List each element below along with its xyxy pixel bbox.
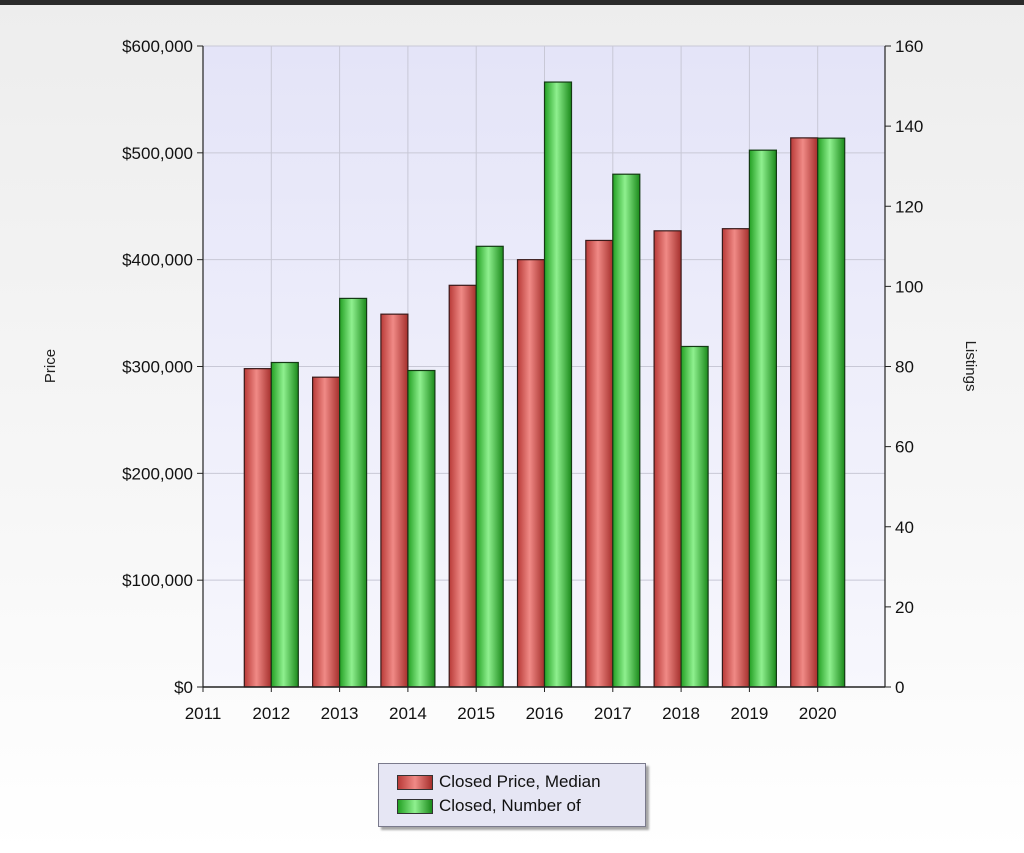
legend-label-price: Closed Price, Median: [439, 772, 601, 791]
y-tick-label-right: 40: [895, 518, 914, 537]
bar-closed-number-of: [270, 361, 299, 688]
y-axis-title-right: Listings: [962, 341, 979, 392]
x-tick-label: 2020: [799, 704, 837, 723]
bar-closed-price-median: [448, 284, 477, 688]
y-tick-label-left: $600,000: [122, 37, 193, 56]
bar-closed-number-of: [748, 149, 778, 688]
bar-closed-price-median: [380, 313, 409, 688]
y-tick-label-right: 140: [895, 117, 923, 136]
x-tick-label: 2012: [252, 704, 290, 723]
axes: [197, 45, 891, 692]
y-tick-label-right: 160: [895, 37, 923, 56]
bar-closed-price-median: [516, 259, 546, 688]
x-tick-label: 2014: [389, 704, 427, 723]
legend-swatch-price: [397, 774, 433, 790]
chart-legend: Closed Price, Median Closed, Number of: [378, 763, 646, 827]
bar-closed-number-of: [612, 173, 641, 688]
x-tick-label: 2011: [185, 704, 222, 723]
y-tick-label-left: $200,000: [122, 464, 193, 483]
bar-closed-number-of: [407, 369, 436, 688]
x-tick-label: 2013: [321, 704, 359, 723]
legend-swatch-number: [397, 798, 433, 814]
bar-closed-number-of: [680, 345, 709, 688]
y-tick-label-right: 20: [895, 598, 914, 617]
bars: [243, 81, 846, 688]
window-top-strip: [0, 0, 1024, 5]
x-tick-label: 2017: [594, 704, 632, 723]
y-tick-label-right: 60: [895, 438, 914, 457]
legend-item-number: Closed, Number of: [397, 794, 645, 818]
bar-closed-price-median: [585, 239, 614, 688]
y-tick-label-left: $100,000: [122, 571, 193, 590]
y-tick-label-left: $400,000: [122, 251, 193, 270]
y-tick-label-right: 100: [895, 277, 923, 296]
y-tick-label-right: 120: [895, 197, 923, 216]
bar-closed-price-median: [790, 137, 819, 688]
bar-closed-number-of: [475, 245, 504, 688]
bar-closed-price-median: [721, 228, 751, 688]
bar-closed-number-of: [543, 81, 573, 688]
x-tick-label: 2015: [457, 704, 495, 723]
legend-item-price: Closed Price, Median: [397, 770, 645, 794]
bar-closed-number-of: [817, 137, 846, 688]
y-tick-label-right: 80: [895, 358, 914, 377]
bar-closed-price-median: [653, 230, 682, 688]
y-axis-title-left: Price: [42, 349, 59, 383]
bar-closed-price-median: [243, 368, 272, 688]
bar-closed-price-median: [312, 376, 341, 688]
legend-label-number: Closed, Number of: [439, 796, 581, 815]
bar-closed-number-of: [339, 297, 368, 688]
axis-tick-labels: $0 $100,000 $200,000 $300,000 $400,000 $500,0…: [122, 37, 923, 723]
y-tick-label-right: 0: [895, 678, 904, 697]
y-tick-label-left: $300,000: [122, 358, 193, 377]
y-tick-label-left: $500,000: [122, 144, 193, 163]
x-tick-label: 2019: [730, 704, 768, 723]
y-tick-label-left: $0: [174, 678, 193, 697]
x-tick-label: 2018: [662, 704, 700, 723]
x-tick-label: 2016: [526, 704, 564, 723]
